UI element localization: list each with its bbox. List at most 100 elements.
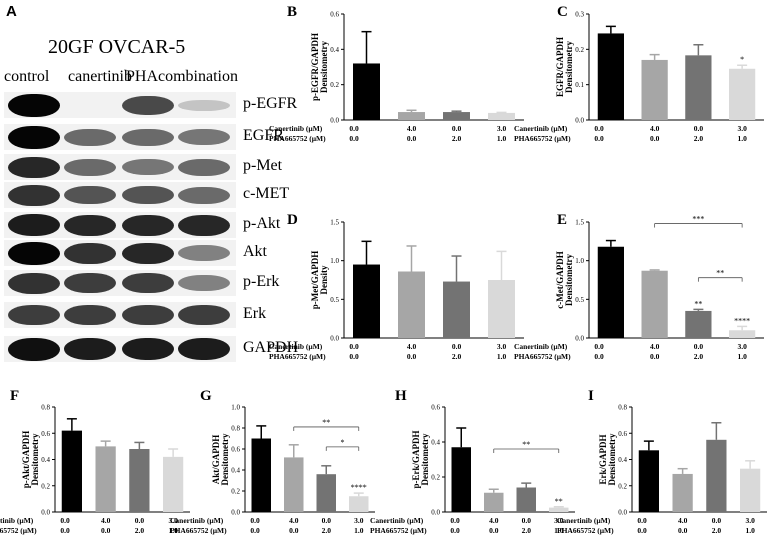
condition-value-i: 0.0 — [712, 516, 722, 525]
condition-value-c: 0.0 — [694, 124, 704, 133]
blot-band — [64, 159, 116, 176]
y-tick-label-c: 0.2 — [575, 46, 584, 54]
y-tick-label-f: 0.4 — [41, 456, 50, 464]
blot-band — [122, 273, 174, 293]
y-tick-label-g: 0.0 — [231, 509, 240, 517]
blot-row-p-met — [4, 154, 236, 180]
condition-value-g: 1.0 — [354, 526, 364, 535]
condition-label-pha-h: PHA665752 (µM) — [370, 526, 427, 535]
y-tick-label-e: 0.5 — [575, 296, 584, 304]
bracket-label-g: * — [341, 438, 345, 447]
condition-value-e: 0.0 — [650, 352, 660, 361]
condition-value-b: 0.0 — [407, 134, 417, 143]
bar-e-4 — [729, 330, 756, 338]
y-tick-label-b: 0.0 — [330, 117, 339, 125]
blot-band — [178, 275, 230, 291]
y-tick-label-f: 0.8 — [41, 404, 50, 412]
bar-c-1 — [597, 33, 624, 120]
condition-value-d: 0.0 — [407, 352, 417, 361]
y-tick-label-i: 0.6 — [618, 430, 627, 438]
blot-band — [178, 187, 230, 204]
bar-g-4 — [349, 496, 369, 512]
panel-letter-c: C — [557, 4, 568, 20]
blot-band — [64, 129, 116, 146]
condition-value-b: 0.0 — [349, 134, 359, 143]
blot-label-erk: Erk — [243, 305, 267, 322]
condition-value-c: 4.0 — [650, 124, 660, 133]
blot-label-p-egfr: p-EGFR — [243, 95, 298, 112]
y-tick-label-h: 0.6 — [431, 404, 440, 412]
blot-label-akt: Akt — [243, 243, 267, 260]
y-tick-label-b: 0.4 — [330, 46, 339, 54]
blot-band — [122, 243, 174, 264]
panel-letter-d: D — [287, 212, 298, 228]
bar-g-1 — [251, 438, 271, 512]
panel-letter-a: A — [6, 3, 17, 20]
condition-value-i: 3.0 — [745, 516, 755, 525]
bracket-label-e: ** — [716, 269, 724, 278]
condition-value-b: 3.0 — [497, 124, 507, 133]
condition-value-g: 0.0 — [250, 526, 260, 535]
blot-band — [8, 242, 60, 265]
blot-band — [8, 185, 60, 206]
bar-i-2 — [672, 473, 693, 512]
condition-value-i: 1.0 — [745, 526, 755, 535]
y-axis-label-h: p-Erk/GAPDH — [411, 430, 421, 488]
blot-band — [8, 338, 60, 361]
condition-label-pha-f: PHA665752 (µM) — [0, 526, 37, 535]
blot-label-gapdh: GAPDH — [243, 339, 299, 356]
condition-value-c: 0.0 — [594, 134, 604, 143]
blot-label-p-akt: p-Akt — [243, 215, 281, 232]
bar-c-3 — [685, 55, 712, 121]
condition-value-d: 0.0 — [452, 342, 462, 351]
condition-value-f: 3.0 — [168, 516, 178, 525]
blot-band — [8, 94, 60, 117]
condition-label-pha-e: PHA665752 (µM) — [514, 352, 571, 361]
panel-letter-b: B — [287, 4, 297, 20]
y-tick-label-d: 0.5 — [330, 296, 339, 304]
condition-value-d: 1.0 — [497, 352, 507, 361]
y-tick-label-g: 0.6 — [231, 446, 240, 454]
y-tick-label-g: 0.8 — [231, 425, 240, 433]
y-tick-label-b: 0.6 — [330, 11, 339, 19]
condition-value-e: 2.0 — [694, 352, 704, 361]
condition-value-g: 0.0 — [322, 516, 332, 525]
condition-value-g: 0.0 — [250, 516, 260, 525]
condition-value-d: 0.0 — [349, 342, 359, 351]
blot-band — [8, 126, 60, 149]
blot-band — [64, 186, 116, 204]
bar-i-4 — [740, 468, 761, 512]
condition-value-f: 2.0 — [135, 526, 145, 535]
significance-e: ** — [694, 299, 702, 308]
y-axis-label-d: p-Met/GAPDH — [310, 251, 320, 310]
bar-d-2 — [398, 271, 425, 338]
blot-band — [64, 243, 116, 264]
blot-row-akt — [4, 240, 236, 266]
blot-band — [178, 305, 230, 325]
condition-value-h: 0.0 — [450, 526, 460, 535]
condition-value-c: 3.0 — [737, 124, 747, 133]
condition-value-c: 0.0 — [650, 134, 660, 143]
y-tick-label-g: 1.0 — [231, 404, 240, 412]
condition-label-canertinib-b: Canertinib (µM) — [269, 124, 323, 133]
condition-value-e: 4.0 — [650, 342, 660, 351]
significance-e: **** — [734, 316, 750, 325]
blot-band — [178, 215, 230, 236]
y-tick-label-c: 0.1 — [575, 81, 584, 89]
bar-f-4 — [163, 456, 184, 512]
condition-value-i: 0.0 — [678, 526, 688, 535]
y-axis-label-g-line2: Densitometry — [220, 433, 230, 485]
bracket-label-h: ** — [522, 440, 530, 449]
bar-h-1 — [451, 447, 471, 512]
condition-value-b: 0.0 — [349, 124, 359, 133]
condition-value-i: 2.0 — [712, 526, 722, 535]
y-axis-label-b-line2: Densitometry — [319, 41, 329, 93]
condition-value-e: 3.0 — [737, 342, 747, 351]
y-axis-label-f: p-Akt/GAPDH — [21, 431, 31, 489]
bar-b-1 — [353, 63, 380, 120]
y-tick-label-d: 1.0 — [330, 257, 339, 265]
condition-value-i: 0.0 — [637, 526, 647, 535]
condition-value-h: 2.0 — [522, 526, 532, 535]
condition-value-e: 0.0 — [594, 342, 604, 351]
bar-e-1 — [597, 246, 624, 338]
